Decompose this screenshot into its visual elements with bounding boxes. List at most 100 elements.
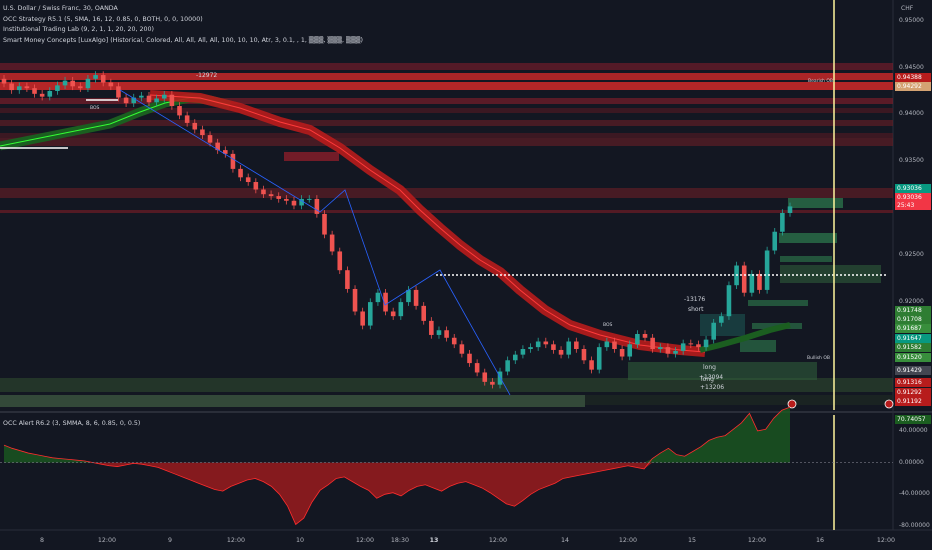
time-axis-label: 12:00 (355, 537, 375, 544)
candle-body (413, 289, 419, 306)
oscillator-value-badge: 70.74057 (895, 415, 931, 424)
candle-body (680, 343, 686, 351)
indicator-institutional-lab[interactable]: Institutional Trading Lab (9, 2, 1, 1, 2… (3, 26, 154, 33)
time-axis-label: 8 (39, 537, 45, 544)
time-axis-label: 16 (815, 537, 825, 544)
chart-annotation: BOS (603, 323, 613, 328)
time-axis-label: 15 (687, 537, 697, 544)
price-badge: 0.93036 (895, 184, 931, 193)
candle-body (223, 150, 228, 154)
symbol-title[interactable]: U.S. Dollar / Swiss Franc, 30, OANDA (3, 5, 118, 12)
candle-body (741, 265, 747, 293)
time-axis-label: 12:00 (226, 537, 246, 544)
price-axis-tick: 0.92000 (899, 298, 924, 306)
candle-body (276, 196, 282, 199)
candle-body (352, 288, 358, 312)
candle-body (230, 153, 236, 169)
candle-body (9, 83, 14, 91)
order-block-zone (0, 210, 893, 213)
time-axis-label: 13 (429, 537, 439, 544)
candle-body (596, 347, 602, 370)
osc-axis-tick: -80.00000 (899, 522, 930, 530)
indicator-smart-money[interactable]: Smart Money Concepts [LuxAlgo] (Historic… (3, 37, 363, 44)
candle-body (78, 86, 83, 89)
price-badge: 0.91292 (895, 388, 931, 397)
candle-body (299, 198, 304, 206)
candle-body (62, 80, 68, 86)
order-block-zone (0, 378, 893, 392)
candle-body (261, 189, 266, 195)
candle-body (406, 289, 411, 303)
order-block-zone (0, 133, 893, 138)
candle-body (657, 347, 663, 350)
candle-body (459, 344, 465, 354)
candle-body (482, 372, 488, 382)
candle-body (207, 135, 213, 143)
candle-body (612, 341, 617, 350)
chart-annotation: Bearish OB (808, 79, 833, 84)
price-badge: 0.94388 (895, 73, 931, 82)
order-block-zone (0, 73, 893, 80)
alert-marker-axis (884, 399, 894, 409)
candle-body (451, 337, 457, 345)
candle-body (291, 200, 297, 206)
candle-body (642, 334, 648, 338)
candle-body (398, 302, 404, 317)
candle-body (749, 273, 755, 293)
candle-body (146, 95, 152, 103)
candle-body (108, 82, 114, 87)
alert-marker (787, 399, 797, 409)
candle-body (566, 341, 571, 355)
candle-body (322, 213, 327, 235)
resistance-ribbon-edge (149, 94, 706, 353)
order-block-zone (0, 98, 893, 104)
candle-body (139, 95, 144, 98)
candle-body (650, 337, 655, 350)
candle-body (787, 206, 793, 213)
candle-body (375, 292, 381, 303)
candle-body (604, 341, 610, 348)
order-block-zone (0, 188, 893, 198)
candle-body (116, 86, 121, 98)
candle-body (688, 343, 694, 345)
candle-body (719, 316, 724, 323)
price-axis-tick: 0.92500 (899, 251, 924, 259)
candle-body (436, 330, 442, 335)
candle-body (627, 344, 633, 357)
order-block-zone (628, 362, 817, 380)
candle-body (192, 122, 198, 130)
order-block-zone (700, 314, 745, 336)
chart-annotation: short (688, 306, 704, 313)
candle-body (360, 311, 365, 326)
candle-body (581, 349, 587, 361)
candle-body (390, 311, 396, 317)
chart-annotation: -13176 (684, 296, 706, 303)
candle-body (169, 94, 175, 107)
candle-body (780, 212, 785, 232)
chart-annotation: BOS (90, 106, 100, 111)
candle-body (154, 98, 159, 103)
candle-body (368, 302, 373, 326)
candle-body (757, 273, 762, 290)
candle-body (100, 75, 106, 83)
candle-body (253, 182, 259, 190)
candle-body (421, 305, 426, 321)
order-block-zone (780, 265, 881, 283)
candle-body (85, 78, 91, 89)
price-badge: 0.91708 (895, 315, 931, 324)
price-badge: 0.91687 (895, 324, 931, 333)
support-ribbon-late (699, 322, 791, 353)
candle-body (520, 349, 526, 355)
candle-body (703, 339, 709, 348)
price-axis-tick: 0.94500 (899, 63, 924, 71)
order-block-zone (0, 120, 893, 126)
osc-axis-tick: 40.00000 (899, 426, 928, 434)
oscillator-title[interactable]: OCC Alert R6.2 (3, SMMA, 8, 6, 0.85, 0, … (3, 420, 141, 427)
price-badge: 0.91429 (895, 366, 931, 375)
candle-body (589, 360, 594, 370)
osc-axis-tick: 0.00000 (899, 458, 924, 466)
chart-annotation: Bullish OB (807, 356, 830, 361)
indicator-occ-strategy[interactable]: OCC Strategy R5.1 (5, SMA, 16, 12, 0.85,… (3, 16, 203, 23)
candle-body (245, 177, 251, 183)
